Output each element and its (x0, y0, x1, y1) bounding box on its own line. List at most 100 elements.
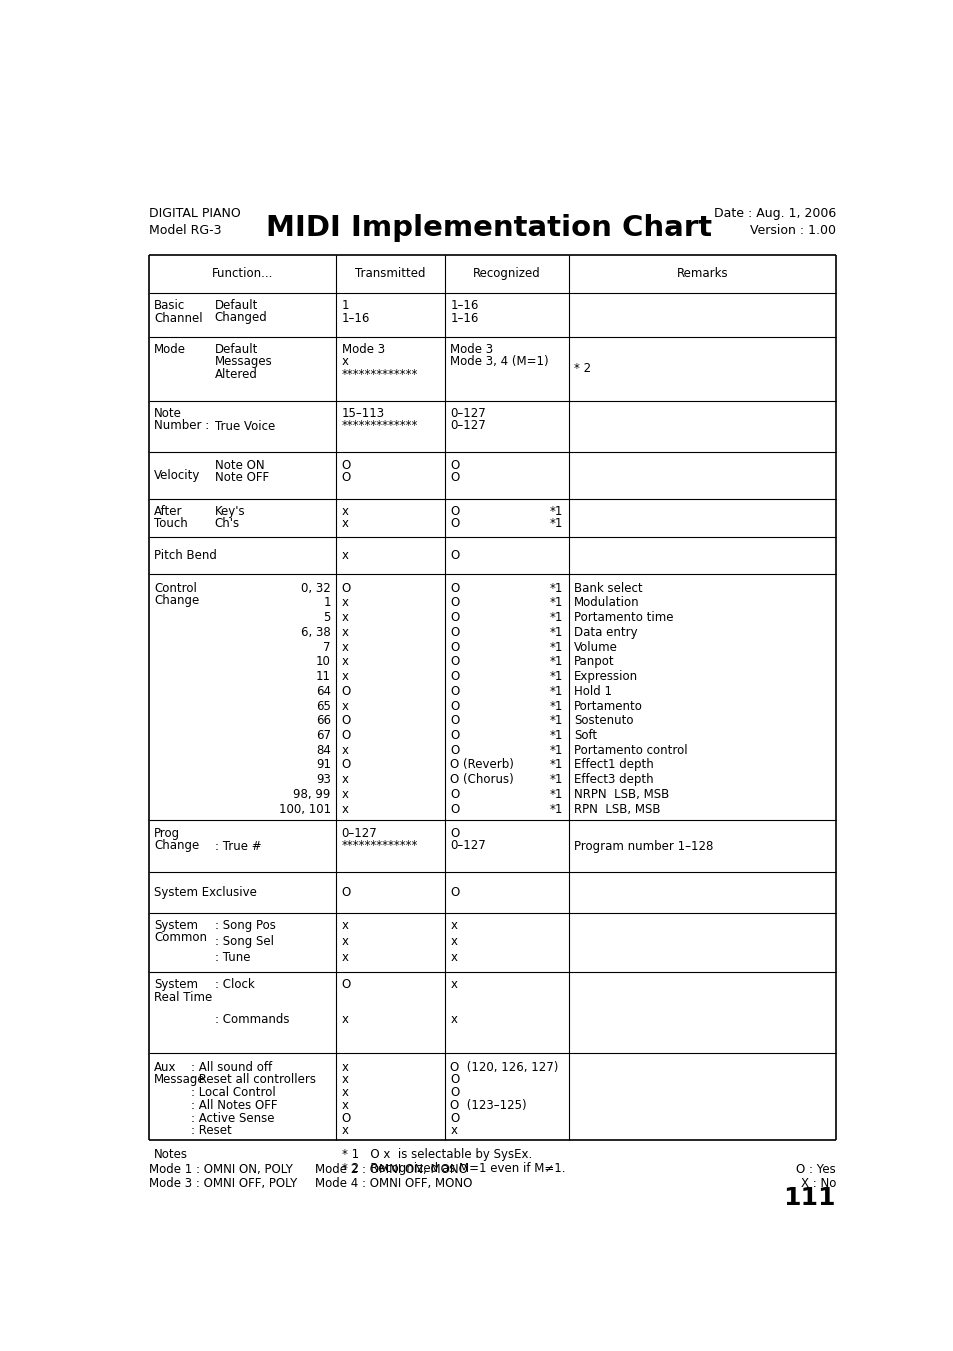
Text: 0, 32: 0, 32 (301, 582, 331, 594)
Text: 66: 66 (315, 715, 331, 727)
Text: O: O (450, 517, 459, 530)
Text: : Tune: : Tune (214, 951, 250, 965)
Text: Portamento control: Portamento control (574, 744, 687, 757)
Text: x: x (341, 597, 348, 609)
Text: 98, 99: 98, 99 (294, 788, 331, 801)
Text: x: x (341, 951, 348, 965)
Text: O (Reverb): O (Reverb) (450, 758, 514, 771)
Text: O: O (450, 505, 459, 517)
Text: Effect3 depth: Effect3 depth (574, 773, 653, 786)
Text: 1–16: 1–16 (450, 312, 478, 324)
Text: O: O (450, 458, 459, 471)
Text: O: O (450, 802, 459, 816)
Text: System: System (154, 978, 198, 992)
Text: *1: *1 (549, 788, 562, 801)
Text: 5: 5 (323, 611, 331, 624)
Text: *1: *1 (549, 758, 562, 771)
Text: O: O (450, 700, 459, 712)
Text: 1: 1 (323, 597, 331, 609)
Text: x: x (450, 978, 456, 992)
Text: O: O (341, 730, 351, 742)
Text: x: x (341, 773, 348, 786)
Text: O: O (341, 978, 351, 992)
Text: x: x (450, 1013, 456, 1027)
Text: *************: ************* (341, 419, 417, 432)
Text: 1–16: 1–16 (341, 312, 370, 324)
Text: x: x (341, 611, 348, 624)
Text: Messages: Messages (214, 355, 272, 369)
Text: Common: Common (154, 931, 207, 944)
Text: * 1   O x  is selectable by SysEx.: * 1 O x is selectable by SysEx. (341, 1148, 532, 1161)
Text: Pitch Bend: Pitch Bend (154, 549, 216, 562)
Text: x: x (341, 744, 348, 757)
Text: *1: *1 (549, 640, 562, 654)
Text: x: x (341, 670, 348, 684)
Text: O  (123–125): O (123–125) (450, 1098, 526, 1112)
Text: Change: Change (154, 594, 199, 607)
Text: O: O (341, 1112, 351, 1124)
Text: *1: *1 (549, 715, 562, 727)
Text: *1: *1 (549, 505, 562, 517)
Text: x: x (341, 700, 348, 712)
Text: Changed: Changed (214, 312, 267, 324)
Text: Mode 3 : OMNI OFF, POLY: Mode 3 : OMNI OFF, POLY (149, 1177, 296, 1190)
Text: 7: 7 (323, 640, 331, 654)
Text: O (Chorus): O (Chorus) (450, 773, 514, 786)
Text: : Song Pos: : Song Pos (214, 919, 275, 932)
Text: Mode 3: Mode 3 (341, 343, 384, 357)
Text: Hold 1: Hold 1 (574, 685, 612, 698)
Text: : Reset: : Reset (192, 1124, 232, 1138)
Text: O: O (341, 471, 351, 484)
Text: : Song Sel: : Song Sel (214, 935, 274, 948)
Text: *1: *1 (549, 730, 562, 742)
Text: Note OFF: Note OFF (214, 471, 269, 484)
Text: *************: ************* (341, 839, 417, 852)
Text: Panpot: Panpot (574, 655, 614, 669)
Text: Real Time: Real Time (154, 990, 213, 1004)
Text: x: x (341, 505, 348, 517)
Text: x: x (341, 1124, 348, 1138)
Text: O: O (341, 758, 351, 771)
Text: Ch's: Ch's (214, 517, 239, 530)
Text: x: x (341, 919, 348, 932)
Text: O: O (450, 640, 459, 654)
Text: x: x (341, 1086, 348, 1100)
Text: O: O (450, 685, 459, 698)
Text: Remarks: Remarks (676, 267, 727, 280)
Text: : Clock: : Clock (214, 978, 254, 992)
Text: Message: Message (154, 1073, 206, 1086)
Text: O: O (450, 730, 459, 742)
Text: Altered: Altered (214, 367, 257, 381)
Text: O: O (450, 1086, 459, 1100)
Text: O: O (450, 886, 459, 898)
Text: Recognized: Recognized (473, 267, 540, 280)
Text: Aux: Aux (154, 1061, 176, 1074)
Text: x: x (341, 655, 348, 669)
Text: Channel: Channel (154, 312, 203, 324)
Text: : Local Control: : Local Control (192, 1086, 275, 1100)
Text: *1: *1 (549, 744, 562, 757)
Text: Control: Control (154, 582, 196, 594)
Text: : Active Sense: : Active Sense (192, 1112, 274, 1124)
Text: O: O (450, 1074, 459, 1086)
Text: RPN  LSB, MSB: RPN LSB, MSB (574, 802, 660, 816)
Text: Expression: Expression (574, 670, 638, 684)
Text: Key's: Key's (214, 505, 245, 517)
Text: 10: 10 (315, 655, 331, 669)
Text: 111: 111 (782, 1186, 835, 1210)
Text: *1: *1 (549, 517, 562, 530)
Text: O: O (450, 582, 459, 594)
Text: x: x (341, 626, 348, 639)
Text: *************: ************* (341, 367, 417, 381)
Text: Touch: Touch (154, 517, 188, 530)
Text: x: x (341, 788, 348, 801)
Text: * 2   Recognized as M=1 even if M≠1.: * 2 Recognized as M=1 even if M≠1. (341, 1162, 564, 1174)
Text: 93: 93 (315, 773, 331, 786)
Text: Portamento: Portamento (574, 700, 642, 712)
Text: x: x (450, 919, 456, 932)
Text: : True #: : True # (214, 840, 261, 852)
Text: *1: *1 (549, 597, 562, 609)
Text: Function...: Function... (212, 267, 273, 280)
Text: O: O (450, 715, 459, 727)
Text: O: O (450, 788, 459, 801)
